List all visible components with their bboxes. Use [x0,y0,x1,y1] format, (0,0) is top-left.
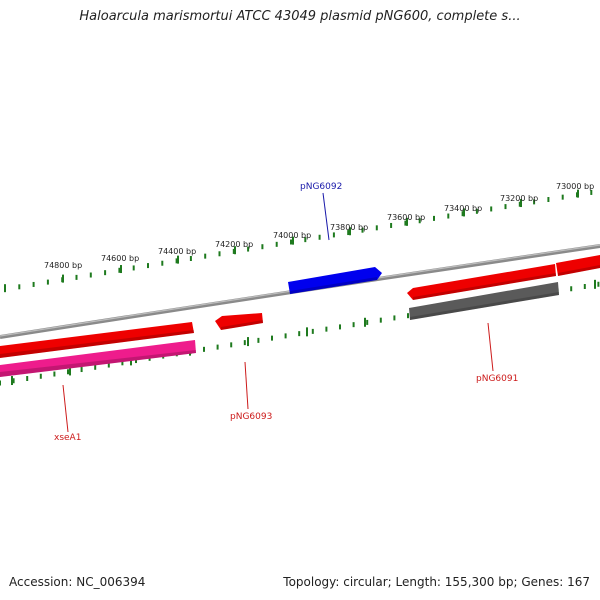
scale-label: 74000 bp [273,231,311,240]
scale-label: 74400 bp [158,247,196,256]
accession-text: Accession: NC_006394 [9,575,146,589]
leader-line [244,361,249,410]
scale-label: 74200 bp [215,240,253,249]
page-title: Haloarcula marismortui ATCC 43049 plasmi… [79,9,521,24]
feature-arrow [215,313,263,330]
feature-arrow-shadow [0,350,196,377]
scale-label: 73600 bp [387,213,425,222]
leader-line [487,322,494,372]
scale-label: 74600 bp [101,254,139,263]
feature-arrow-shadow [0,330,194,358]
feature-arrow [0,340,196,377]
scale-label: 73200 bp [500,194,538,203]
feature-arrow [407,264,556,300]
feature-arrow-shadow [221,320,263,330]
feature-arrow-shadow [290,277,377,294]
feature-arrow [409,282,559,320]
scale-label: 73000 bp [556,182,594,191]
scale-label: 73800 bp [330,223,368,232]
summary-text: Topology: circular; Length: 155,300 bp; … [283,575,590,589]
feature-label: pNG6093 [230,412,272,422]
feature-arrow-shadow [558,265,600,276]
feature-arrow-shadow [410,292,559,320]
feature-label: pNG6092 [300,182,342,192]
feature-arrow [288,267,382,294]
outer-ruler [4,189,593,293]
feature-label: xseA1 [54,433,81,443]
scale-label: 74800 bp [44,261,82,270]
feature-arrow-shadow [413,273,556,300]
scale-label: 73400 bp [444,204,482,213]
leader-line [322,192,330,241]
feature-label: pNG6091 [476,374,518,384]
feature-arrow [556,255,600,276]
feature-arrow [0,322,194,358]
leader-line [62,384,69,433]
